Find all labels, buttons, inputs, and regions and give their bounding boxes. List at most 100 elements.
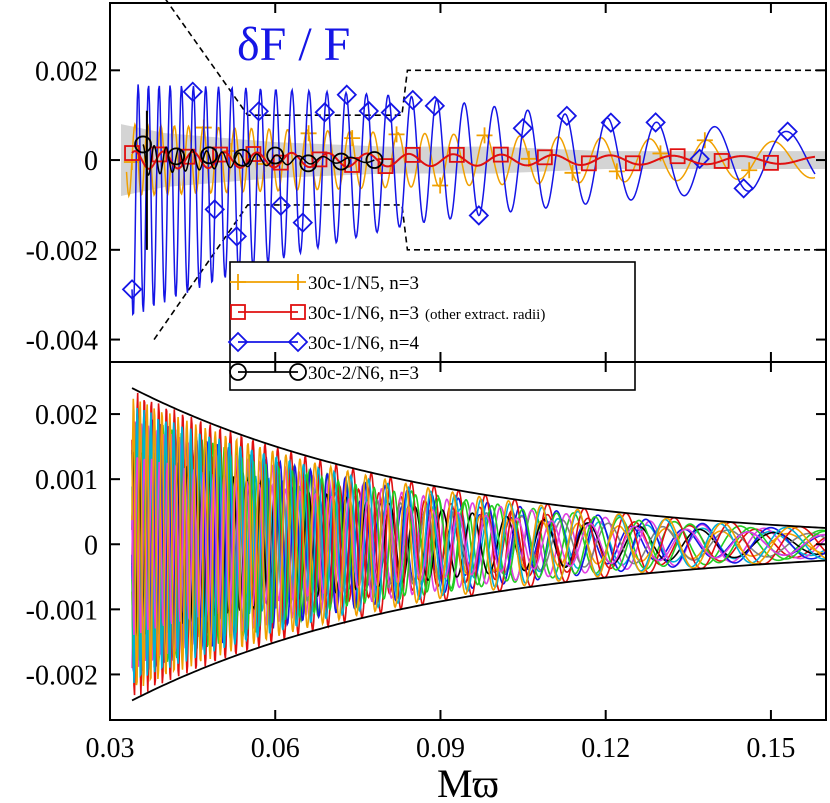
x-tick-label: 0.15 <box>746 733 795 764</box>
data-point <box>167 147 186 166</box>
bottom-series-group <box>131 392 826 696</box>
y-tick-label: -0.001 <box>26 595 98 626</box>
data-point <box>266 146 285 165</box>
y-tick-label: -0.004 <box>26 326 98 357</box>
series-4 <box>134 110 384 250</box>
data-point <box>182 81 204 102</box>
bottom-series-13 <box>131 457 826 635</box>
dashed-envelope-lower <box>153 204 826 341</box>
legend-note: (other extract. radii) <box>425 307 545 323</box>
series-line <box>142 144 375 176</box>
series-line <box>131 84 816 317</box>
y-tick-label: -0.002 <box>26 660 98 691</box>
bottom-y-axis: -0.002 -0.001 0 0.001 0.002 <box>26 400 826 691</box>
data-point <box>600 112 622 133</box>
bottom-envelope <box>131 387 826 702</box>
legend-marker <box>230 304 246 320</box>
x-axis: 0.03 0.06 0.09 0.12 0.15 <box>86 3 795 764</box>
data-point <box>332 152 351 171</box>
legend-entry-1: 30c-1/N5, n=3 <box>230 273 419 294</box>
top-error-band <box>121 124 826 196</box>
series-1 <box>123 119 816 199</box>
data-point <box>448 146 465 163</box>
data-point <box>124 145 140 161</box>
legend-marker <box>229 363 247 381</box>
data-point <box>233 148 252 167</box>
data-point <box>245 146 262 162</box>
series-2 <box>124 145 816 174</box>
data-point <box>226 226 248 247</box>
data-point <box>314 102 336 123</box>
data-point <box>123 153 140 170</box>
data-point <box>713 153 730 169</box>
y-tick-label: 0.002 <box>35 56 98 87</box>
data-point <box>741 162 758 179</box>
y-tick-label: 0 <box>84 146 98 177</box>
bottom-series-14 <box>131 398 826 687</box>
data-point <box>763 154 779 171</box>
data-point <box>212 146 228 163</box>
data-point <box>777 121 798 142</box>
envelope-lower <box>131 559 826 702</box>
top-dashed-envelope <box>153 0 826 341</box>
legend-marker <box>290 304 306 320</box>
series-3 <box>121 81 816 317</box>
data-point <box>404 147 421 163</box>
data-point <box>669 148 686 165</box>
data-point <box>344 130 361 147</box>
y-tick-label: 0.002 <box>35 400 98 431</box>
data-point <box>336 84 358 105</box>
data-point <box>358 100 380 122</box>
legend-label: 30c-1/N5, n=3 <box>308 273 419 294</box>
legend-label: 30c-1/N6, n=3 (other extract. radii) <box>308 303 545 324</box>
data-point <box>121 279 143 300</box>
data-point <box>520 150 537 167</box>
bottom-panel: -0.002 -0.001 0 0.001 0.002 0.03 0.06 0.09 0.12… <box>26 3 826 803</box>
data-point <box>476 127 493 144</box>
data-point <box>424 95 446 117</box>
legend-label: 30c-1/N6, n=4 <box>308 333 419 354</box>
y-tick-label: 0 <box>84 530 98 561</box>
data-point <box>608 163 625 180</box>
data-point <box>299 154 318 173</box>
data-point <box>689 148 710 170</box>
top-y-axis: -0.004 -0.002 0 0.002 <box>26 56 826 357</box>
legend-entry-2: 30c-1/N6, n=3 (other extract. radii) <box>230 303 545 324</box>
legend-marker <box>230 274 246 290</box>
data-point <box>536 149 553 166</box>
legend: 30c-1/N5, n=3 30c-1/N6, n=3 (other extract… <box>227 261 636 391</box>
data-point <box>556 105 578 127</box>
y-tick-label: 0.001 <box>35 465 98 496</box>
data-point <box>204 199 226 220</box>
data-point <box>388 126 405 143</box>
y-tick-label: -0.002 <box>26 236 98 267</box>
data-point <box>468 205 490 226</box>
data-point <box>248 101 270 122</box>
x-tick-label: 0.03 <box>86 733 135 764</box>
legend-marker <box>289 363 307 381</box>
legend-entry-4: 30c-2/N6, n=3 <box>229 363 419 384</box>
data-point <box>492 146 509 163</box>
data-point <box>512 117 534 139</box>
envelope-upper <box>131 387 826 529</box>
data-point <box>292 212 314 233</box>
data-point <box>624 155 641 172</box>
data-point <box>580 155 597 172</box>
legend-marker <box>287 331 309 353</box>
data-point <box>645 112 666 133</box>
error-band-area <box>121 124 826 196</box>
data-point <box>733 178 754 199</box>
data-point <box>200 146 219 165</box>
legend-marker <box>290 274 306 290</box>
legend-marker <box>227 331 249 353</box>
series-line <box>131 150 816 170</box>
data-point <box>402 89 424 111</box>
x-tick-label: 0.06 <box>251 733 300 764</box>
data-point <box>365 151 384 169</box>
x-axis-label: Mϖ <box>437 761 499 803</box>
data-point <box>380 102 402 123</box>
data-point <box>300 125 317 142</box>
bottom-series-12 <box>131 407 826 683</box>
